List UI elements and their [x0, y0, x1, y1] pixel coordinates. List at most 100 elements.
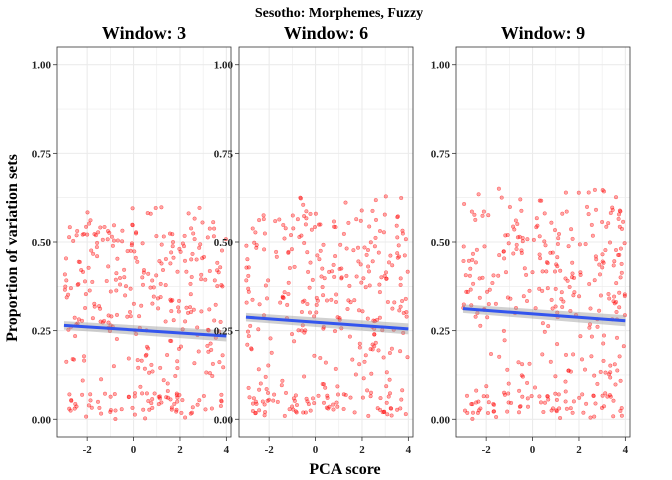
y-tick-label: 0.75 — [431, 148, 451, 160]
panel-1: 0.00 0.25 0.50 0.75 1.00 -2 0 2 4 Window: 3 — [32, 23, 232, 456]
scatter-point — [168, 338, 173, 343]
scatter-point — [513, 305, 519, 311]
scatter-point — [289, 332, 295, 337]
scatter-point — [84, 414, 89, 419]
scatter-point — [320, 381, 325, 387]
scatter-point — [473, 217, 478, 222]
scatter-point — [555, 342, 560, 347]
scatter-point — [546, 324, 551, 329]
y-tick-label: 1.00 — [431, 60, 451, 72]
scatter-point — [571, 399, 576, 404]
scatter-point — [150, 278, 155, 283]
scatter-point — [201, 393, 206, 399]
scatter-point — [71, 238, 76, 243]
scatter-point — [540, 269, 545, 274]
scatter-point — [114, 312, 120, 317]
scatter-point — [191, 307, 196, 312]
scatter-point — [197, 245, 202, 250]
y-axis-label: Proportion of variation sets — [4, 154, 21, 342]
scatter-point — [212, 278, 217, 283]
scatter-point — [253, 230, 258, 235]
scatter-point — [470, 257, 475, 262]
scatter-point — [617, 290, 622, 295]
scatter-point — [146, 398, 151, 404]
scatter-point — [67, 392, 72, 397]
scatter-point — [170, 244, 175, 249]
scatter-point — [106, 320, 111, 325]
scatter-point — [286, 250, 291, 255]
scatter-point — [184, 269, 189, 274]
scatter-point — [613, 195, 619, 200]
scatter-point — [505, 409, 510, 414]
scatter-point — [601, 358, 606, 363]
scatter-point — [192, 216, 197, 221]
scatter-point — [172, 401, 177, 407]
scatter-point — [622, 313, 627, 318]
scatter-point — [587, 281, 592, 287]
x-tick-label: 0 — [313, 444, 319, 456]
scatter-point — [400, 388, 405, 393]
scatter-point — [376, 250, 381, 255]
scatter-point — [509, 400, 514, 405]
scatter-point — [252, 240, 257, 245]
scatter-point — [75, 228, 80, 234]
scatter-point — [362, 245, 367, 250]
x-tick-label: 0 — [131, 444, 137, 456]
scatter-point — [307, 310, 313, 315]
scatter-point — [219, 283, 224, 288]
scatter-point — [360, 309, 365, 314]
scatter-point — [303, 222, 308, 227]
scatter-point — [140, 391, 145, 396]
scatter-point — [622, 292, 627, 297]
y-tick-label: 0.25 — [431, 326, 451, 338]
y-tick-label: 0.50 — [32, 237, 52, 249]
scatter-point — [262, 413, 267, 418]
scatter-point — [361, 376, 366, 381]
scatter-point — [502, 390, 507, 395]
scatter-point — [389, 346, 394, 351]
scatter-point — [128, 314, 133, 319]
scatter-point — [99, 411, 104, 416]
scatter-point — [337, 317, 342, 322]
scatter-point — [373, 198, 378, 203]
scatter-point — [92, 304, 97, 309]
scatter-point — [283, 226, 288, 231]
scatter-point — [260, 399, 265, 404]
scatter-point — [376, 348, 381, 353]
scatter-point — [586, 190, 591, 195]
scatter-point — [505, 295, 510, 300]
scatter-point — [215, 284, 220, 289]
scatter-point — [580, 392, 585, 397]
scatter-point — [388, 253, 393, 258]
scatter-point — [558, 415, 563, 421]
scatter-point — [132, 412, 137, 417]
scatter-point — [400, 298, 405, 304]
scatter-point — [389, 406, 394, 411]
scatter-point — [615, 368, 620, 373]
scatter-point — [332, 274, 337, 279]
scatter-point — [208, 341, 213, 346]
scatter-point — [461, 244, 466, 249]
scatter-point — [291, 226, 296, 231]
scatter-point — [597, 308, 602, 313]
scatter-point — [305, 250, 310, 255]
scatter-point — [365, 388, 370, 393]
scatter-point — [559, 290, 564, 295]
scatter-point — [184, 305, 189, 310]
scatter-point — [182, 258, 188, 263]
scatter-point — [344, 246, 349, 251]
scatter-point — [280, 295, 285, 300]
scatter-point — [499, 195, 504, 200]
scatter-point — [185, 310, 191, 315]
y-tick-label: 0.00 — [214, 414, 234, 426]
scatter-point — [606, 221, 611, 226]
scatter-point — [79, 268, 84, 273]
scatter-point — [352, 298, 357, 303]
scatter-point — [614, 281, 619, 286]
x-tick-label: 2 — [359, 444, 365, 456]
scatter-point — [190, 251, 195, 256]
scatter-point — [74, 233, 79, 238]
scatter-point — [553, 304, 558, 309]
scatter-point — [257, 302, 262, 307]
scatter-point — [62, 287, 67, 292]
